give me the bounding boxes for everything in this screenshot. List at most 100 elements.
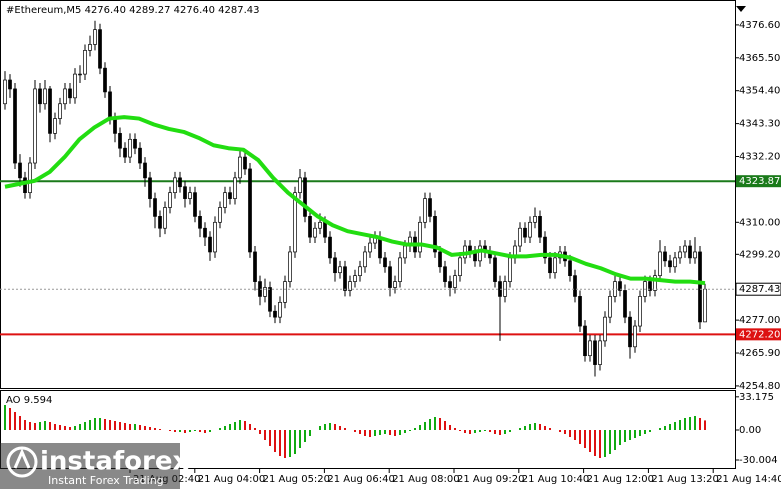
candle-body	[383, 257, 387, 268]
candle-body	[138, 147, 142, 164]
candle-body	[243, 156, 247, 170]
candle-body	[208, 236, 212, 253]
candle-body	[528, 221, 532, 238]
candle-body	[428, 198, 432, 217]
candle-body	[303, 177, 307, 217]
y-tick-label: 4354.40	[739, 86, 780, 97]
candle-body	[403, 245, 407, 259]
candle-body	[398, 257, 402, 282]
candle-body	[18, 162, 22, 179]
watermark-logo-mark	[13, 448, 31, 469]
candle-body	[28, 162, 32, 194]
y-tick-label: 4332.20	[739, 152, 780, 163]
main-panel	[0, 0, 736, 389]
candle-body	[508, 257, 512, 282]
candle-body	[88, 44, 92, 51]
candle-body	[8, 79, 12, 90]
candle-body	[693, 251, 697, 259]
candle-body	[338, 266, 342, 274]
candle-body	[423, 198, 427, 223]
y-tick-label: 4299.20	[739, 249, 780, 260]
candle-body	[568, 260, 572, 277]
candle-body	[3, 79, 7, 105]
candle-body	[248, 168, 252, 253]
candle-body	[588, 340, 592, 357]
level-label-bg	[736, 328, 781, 341]
x-tick-label: 21 Aug 05:20	[263, 474, 330, 485]
candle-body	[108, 91, 112, 119]
candle-body	[443, 266, 447, 282]
candle-body	[283, 281, 287, 303]
candle-body	[598, 340, 602, 365]
candle-body	[193, 192, 197, 217]
candle-body	[298, 177, 302, 194]
candle-body	[33, 88, 37, 164]
candle-body	[633, 325, 637, 348]
candle-body	[343, 266, 347, 291]
candle-body	[163, 207, 167, 229]
candle-body	[688, 245, 692, 259]
candle-body	[543, 236, 547, 259]
candle-body	[328, 236, 332, 259]
candle-body	[268, 287, 272, 312]
candle-body	[348, 281, 352, 291]
candle-body	[668, 260, 672, 268]
candle-body	[188, 192, 192, 199]
candle-body	[353, 275, 357, 282]
candle-body	[158, 216, 162, 229]
candle-body	[453, 275, 457, 288]
watermark-tagline: Instant Forex Trading	[48, 474, 164, 487]
candle-body	[148, 177, 152, 199]
candle-body	[103, 67, 107, 93]
candle-body	[13, 88, 17, 164]
y-tick-label: 4310.00	[739, 217, 780, 228]
candle-body	[113, 118, 117, 134]
y-tick-label: 4277.00	[739, 315, 780, 326]
moving-average	[4, 115, 706, 286]
dropdown-arrow[interactable]	[736, 6, 746, 12]
candle-body	[213, 221, 217, 253]
candle-body	[273, 310, 277, 318]
indicator-tick-label: -30.004	[739, 455, 778, 466]
y-tick-label: 4254.80	[739, 381, 780, 392]
candle-body	[83, 50, 87, 75]
candle-body	[58, 103, 62, 119]
candle-body	[448, 281, 452, 288]
candle-body	[578, 296, 582, 327]
candle-body	[533, 216, 537, 223]
candle-body	[48, 88, 52, 134]
candle-body	[658, 251, 662, 277]
candle-body	[363, 251, 367, 268]
candle-body	[238, 156, 242, 179]
candle-body	[368, 242, 372, 253]
indicator-tick-label: 33.175	[739, 392, 774, 403]
candle-body	[43, 88, 47, 105]
level-label: 4323.87	[739, 176, 780, 187]
candle-body	[478, 245, 482, 262]
candle-body	[63, 88, 67, 105]
candle-body	[573, 275, 577, 297]
candle-body	[68, 88, 72, 99]
candle-body	[648, 281, 652, 291]
candle-body	[618, 281, 622, 291]
candle-body	[518, 227, 522, 247]
candle-body	[38, 88, 42, 105]
candle-body	[98, 29, 102, 69]
candle-body	[143, 162, 147, 179]
candle-body	[153, 198, 157, 217]
candle-body	[388, 266, 392, 288]
candle-body	[173, 177, 177, 194]
candle-body	[233, 177, 237, 199]
x-tick-label: 21 Aug 09:20	[457, 474, 524, 485]
candle-body	[548, 257, 552, 274]
candle-body	[438, 251, 442, 268]
y-tick-label: 4265.90	[739, 348, 780, 359]
candle-body	[198, 216, 202, 229]
candle-body	[183, 186, 187, 199]
candle-body	[603, 316, 607, 342]
candle-body	[458, 257, 462, 277]
candle-body	[318, 221, 322, 229]
candle-body	[293, 192, 297, 253]
x-tick-label: 21 Aug 06:40	[327, 474, 394, 485]
